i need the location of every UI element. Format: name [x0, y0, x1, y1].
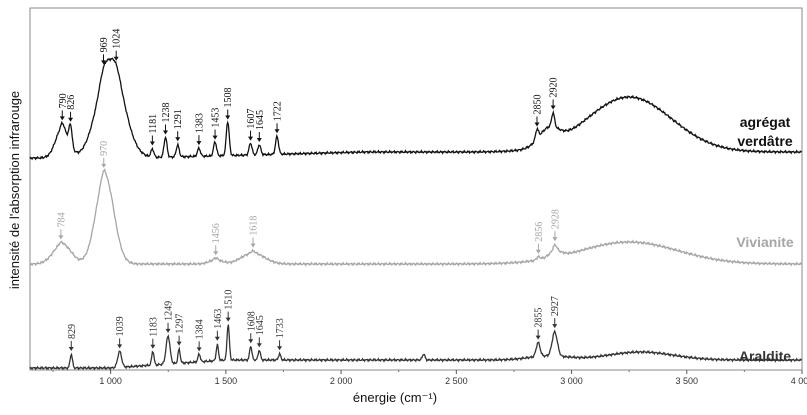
peak-label-2-0: 829: [67, 324, 78, 339]
peak-arrowhead-0-12: [274, 129, 280, 134]
peak-arrowhead-2-2: [150, 344, 156, 349]
peak-arrowhead-1-0: [58, 235, 64, 240]
peak-label-1-0: 784: [56, 212, 67, 227]
peak-arrowhead-2-5: [196, 347, 202, 352]
peak-label-0-7: 1383: [194, 113, 205, 133]
peak-arrowhead-2-1: [117, 344, 123, 349]
peak-label-0-4: 1181: [148, 114, 159, 134]
peak-label-0-6: 1291: [173, 109, 184, 129]
peak-arrowhead-0-4: [149, 141, 155, 146]
peak-arrowhead-0-2: [101, 60, 107, 65]
peak-label-2-4: 1297: [175, 314, 186, 334]
peak-arrowhead-0-1: [68, 117, 74, 122]
peak-arrowhead-0-5: [163, 130, 169, 135]
peak-label-2-9: 1645: [255, 315, 266, 335]
series-name-0: agrégat verdâtre: [737, 114, 792, 149]
y-axis-label: intensité de l'absorption infrarouge: [7, 91, 22, 289]
peak-arrowhead-0-14: [550, 105, 556, 110]
peak-arrowhead-1-4: [535, 249, 541, 254]
peak-label-1-2: 1456: [211, 223, 222, 243]
peak-arrowhead-0-9: [225, 115, 231, 120]
peak-label-0-13: 2850: [532, 94, 543, 114]
peak-label-0-8: 1453: [211, 108, 222, 128]
peak-arrowhead-2-12: [552, 324, 558, 329]
peak-arrowhead-2-10: [277, 346, 283, 351]
series-name-part: agrégat: [740, 114, 791, 130]
peak-label-1-3: 1618: [249, 216, 260, 236]
peak-arrowhead-2-8: [248, 339, 254, 344]
peak-label-2-11: 2855: [534, 308, 545, 328]
peak-arrowhead-1-3: [250, 243, 256, 248]
peak-label-0-10: 1607: [246, 109, 257, 129]
peak-arrowhead-1-2: [213, 251, 219, 256]
peak-arrowhead-0-8: [212, 135, 218, 140]
x-tick-label-3: 2 500: [445, 376, 468, 386]
peak-arrowhead-0-10: [248, 136, 254, 141]
plot-frame: [29, 7, 803, 371]
peak-label-1-1: 970: [99, 141, 110, 156]
peak-arrowhead-2-0: [68, 346, 74, 351]
x-tick-label-2: 2 000: [330, 376, 353, 386]
peak-label-2-5: 1384: [195, 319, 206, 339]
peak-label-0-3: 1024: [112, 29, 123, 49]
peak-label-1-4: 2856: [534, 222, 545, 242]
x-tick-label-5: 3 500: [676, 376, 699, 386]
peak-label-2-10: 1733: [275, 318, 286, 338]
peak-arrowhead-2-9: [256, 343, 262, 348]
x-tick-label-0: 1 000: [99, 376, 122, 386]
spectrum-1: 784 970 1456 1618 2856 2928: [29, 141, 802, 267]
peak-arrowhead-0-3: [113, 56, 119, 61]
peak-arrowhead-2-4: [176, 341, 182, 346]
x-axis: 1 000 1 500 2 000 2 500 3 000 3 500 4 000: [52, 370, 807, 386]
peak-arrowhead-2-11: [535, 335, 541, 340]
series-name-part: verdâtre: [737, 133, 792, 149]
peak-label-0-9: 1508: [223, 88, 234, 108]
peak-label-2-2: 1183: [148, 317, 159, 337]
x-tick-label-4: 3 000: [560, 376, 583, 386]
peak-arrowhead-2-7: [225, 317, 231, 322]
peak-label-0-11: 1645: [255, 110, 266, 130]
x-axis-label: énergie (cm⁻¹): [353, 390, 437, 405]
peak-arrowhead-0-0: [59, 116, 65, 121]
peak-arrowhead-2-3: [165, 328, 171, 333]
peak-arrowhead-0-7: [196, 141, 202, 146]
peak-arrowhead-1-5: [552, 237, 558, 242]
peak-arrowhead-2-6: [214, 336, 220, 341]
peak-label-0-5: 1238: [161, 103, 172, 123]
peak-arrowhead-0-11: [256, 137, 262, 142]
x-tick-label-1: 1 500: [215, 376, 238, 386]
peak-arrowhead-0-6: [175, 137, 181, 142]
series-name-2: Araldite: [739, 348, 791, 364]
series-line-1: [29, 168, 802, 267]
series-name-1: Vivianite: [736, 234, 794, 250]
peak-label-0-0: 790: [58, 93, 69, 108]
peak-arrowhead-1-1: [101, 163, 107, 168]
series-line-0: [29, 57, 802, 161]
peak-label-0-12: 1722: [273, 101, 284, 121]
peak-label-0-2: 969: [99, 37, 110, 52]
peak-label-0-1: 826: [66, 95, 77, 110]
peak-label-2-12: 2927: [550, 296, 561, 316]
x-tick-label-6: 4 000: [791, 376, 807, 386]
series-line-2: [29, 324, 802, 371]
peak-arrowhead-0-13: [534, 122, 540, 127]
peak-label-2-3: 1249: [164, 301, 175, 321]
peak-label-1-5: 2928: [550, 209, 561, 229]
peak-label-2-8: 1608: [246, 311, 257, 331]
peak-label-2-6: 1463: [213, 309, 224, 329]
peak-label-2-7: 1510: [224, 290, 235, 310]
peak-label-2-1: 1039: [115, 316, 126, 336]
peak-label-0-14: 2920: [549, 77, 560, 97]
